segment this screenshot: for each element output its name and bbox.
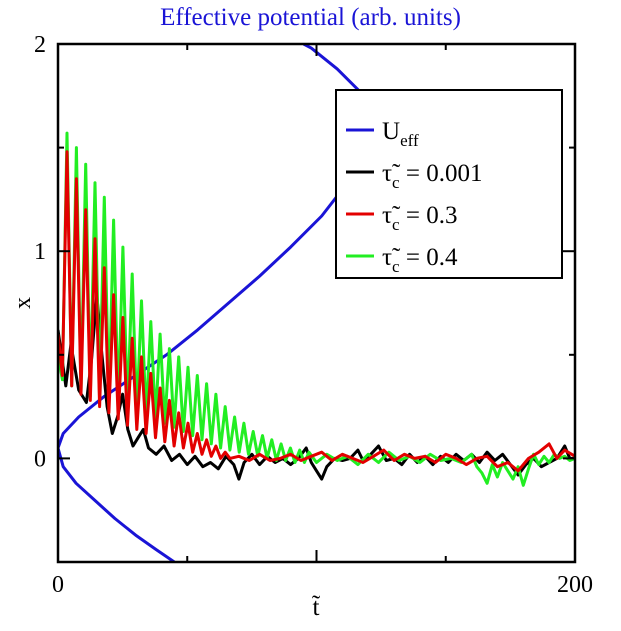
x-axis-label: t̃	[312, 594, 321, 621]
legend-entry-3: τ̃c = 0.4	[382, 244, 458, 276]
legend-symbol: U	[382, 118, 400, 145]
legend-subscript: eff	[400, 131, 419, 150]
legend-value: = 0.4	[400, 244, 458, 271]
series-line-2	[58, 150, 575, 473]
legend-box	[335, 89, 563, 279]
tick-layer: 0 1 2 0 200	[34, 32, 593, 598]
x-tick-label: 200	[557, 572, 593, 598]
y-tick-label: 0	[34, 446, 46, 472]
legend-value: = 0.001	[400, 160, 483, 187]
legend-subscript: c	[392, 215, 400, 234]
y-axis-label: x	[10, 297, 36, 309]
y-tick-label: 2	[34, 32, 46, 58]
chart-title: Effective potential (arb. units)	[160, 4, 461, 31]
x-tick-label: 0	[52, 572, 64, 598]
legend-subscript: c	[392, 257, 400, 276]
legend-value: = 0.3	[400, 202, 458, 229]
legend-entry-0: Ueff	[382, 118, 419, 150]
legend-subscript: c	[392, 173, 400, 192]
y-tick-label: 1	[34, 239, 46, 265]
